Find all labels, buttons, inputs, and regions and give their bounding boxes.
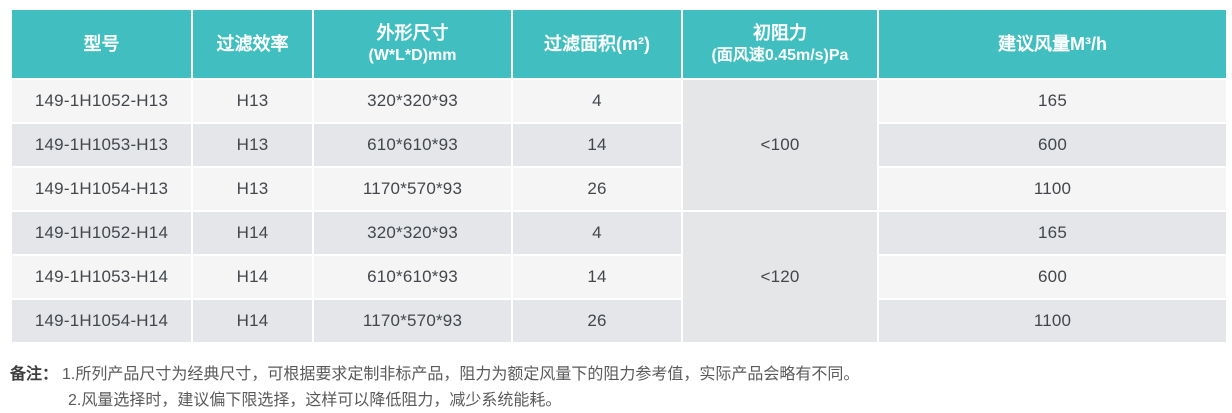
table-row: 149-1H1054-H13 H13 1170*570*93 26 1100 [10,166,1228,212]
column-header-efficiency: 过滤效率 [191,8,314,80]
cell-airflow: 165 [877,78,1228,124]
column-header-dimensions-label: 外形尺寸 [376,23,449,44]
column-header-airflow: 建议风量M³/h [877,8,1228,80]
column-header-model-label: 型号 [83,33,120,54]
cell-dimensions: 610*610*93 [312,122,513,168]
cell-efficiency: H14 [191,210,314,256]
footnotes-lines: 1.所列产品尺寸为经典尺寸，可根据要求定制非标产品，阻力为额定风量下的阻力参考值… [62,362,859,413]
column-header-dimensions-unit: (W*L*D)mm [368,47,457,65]
cell-efficiency: H13 [191,166,314,212]
table-row: 149-1H1053-H13 H13 610*610*93 14 600 [10,122,1228,168]
cell-airflow: 1100 [877,166,1228,212]
column-header-model: 型号 [10,8,193,80]
cell-dimensions: 320*320*93 [312,210,513,256]
filter-spec-table: 型号 过滤效率 外形尺寸 (W*L*D)mm 过滤面积(m²) 初阻力 (面风速… [10,8,1228,344]
cell-dimensions: 320*320*93 [312,78,513,124]
cell-dimensions: 610*610*93 [312,254,513,300]
cell-airflow: 165 [877,210,1228,256]
cell-area: 26 [511,166,683,212]
cell-area: 14 [511,254,683,300]
footnotes-label: 备注： [10,366,59,383]
column-header-airflow-label: 建议风量M³/h [998,33,1107,54]
cell-model: 149-1H1053-H13 [10,122,193,168]
cell-airflow: 600 [877,122,1228,168]
table-row: 149-1H1053-H14 H14 610*610*93 14 600 [10,254,1228,300]
cell-model: 149-1H1052-H13 [10,78,193,124]
cell-efficiency: H14 [191,254,314,300]
table-row: 149-1H1052-H13 H13 320*320*93 4 <100 165 [10,78,1228,212]
cell-area: 4 [511,78,683,124]
cell-resistance-h13-merged: <100 [681,78,879,212]
column-header-efficiency-label: 过滤效率 [216,33,289,54]
cell-airflow: 600 [877,254,1228,300]
cell-area: 14 [511,122,683,168]
cell-model: 149-1H1054-H14 [10,298,193,344]
cell-dimensions: 1170*570*93 [312,298,513,344]
column-header-dimensions: 外形尺寸 (W*L*D)mm [312,8,513,80]
footnotes: 备注： 1.所列产品尺寸为经典尺寸，可根据要求定制非标产品，阻力为额定风量下的阻… [10,362,859,413]
cell-model: 149-1H1053-H14 [10,254,193,300]
cell-dimensions: 1170*570*93 [312,166,513,212]
cell-area: 26 [511,298,683,344]
cell-model: 149-1H1052-H14 [10,210,193,256]
cell-efficiency: H13 [191,122,314,168]
cell-area: 4 [511,210,683,256]
column-header-area: 过滤面积(m²) [511,8,683,80]
footnote-1: 1.所列产品尺寸为经典尺寸，可根据要求定制非标产品，阻力为额定风量下的阻力参考值… [62,366,860,383]
column-header-resistance-condition: (面风速0.45m/s)Pa [711,47,849,65]
column-header-resistance-label: 初阻力 [753,23,807,44]
table-row: 149-1H1052-H14 H14 320*320*93 4 <120 165 [10,210,1228,344]
cell-efficiency: H14 [191,298,314,344]
table-header-row: 型号 过滤效率 外形尺寸 (W*L*D)mm 过滤面积(m²) 初阻力 (面风速… [10,8,1228,80]
table-row: 149-1H1054-H14 H14 1170*570*93 26 1100 [10,298,1228,344]
footnote-2: 2.风量选择时，建议偏下限选择，这样可以降低阻力，减少系统能耗。 [68,392,562,409]
column-header-resistance: 初阻力 (面风速0.45m/s)Pa [681,8,879,80]
cell-efficiency: H13 [191,78,314,124]
cell-model: 149-1H1054-H13 [10,166,193,212]
cell-resistance-h14-merged: <120 [681,210,879,344]
column-header-area-label: 过滤面积(m²) [544,33,650,54]
cell-airflow: 1100 [877,298,1228,344]
